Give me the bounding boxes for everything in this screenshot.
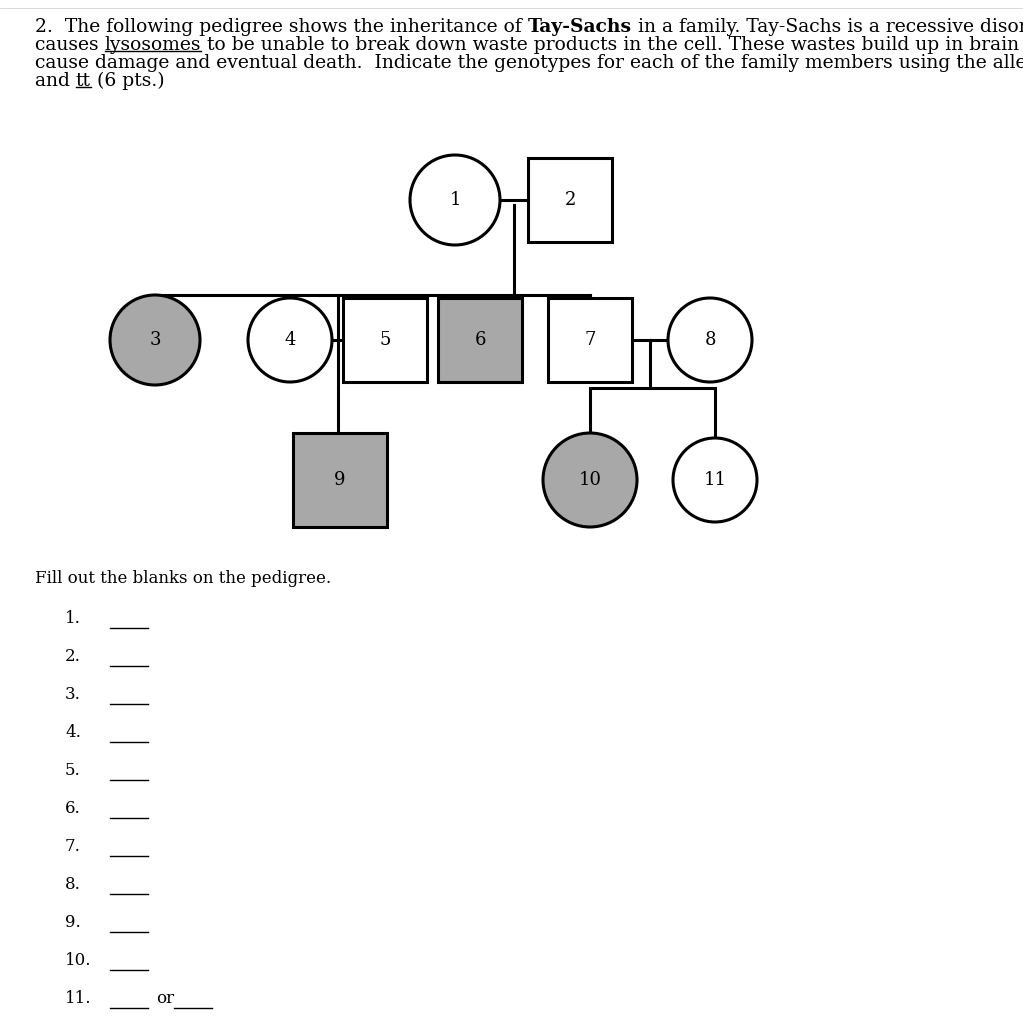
Text: 2: 2: [565, 191, 576, 209]
Text: Tay-Sachs: Tay-Sachs: [528, 18, 632, 36]
Bar: [438, 298, 522, 382]
Text: 4.: 4.: [65, 724, 81, 741]
Text: and: and: [35, 72, 76, 90]
Text: 6.: 6.: [65, 800, 81, 817]
Bar: [293, 433, 387, 527]
Text: 4: 4: [284, 331, 296, 349]
Text: 5: 5: [380, 331, 391, 349]
Circle shape: [410, 155, 500, 245]
Circle shape: [673, 438, 757, 522]
Text: 11: 11: [704, 471, 726, 489]
Text: cause damage and eventual death.  Indicate the genotypes for each of the family : cause damage and eventual death. Indicat…: [35, 54, 1023, 72]
Text: (6 pts.): (6 pts.): [91, 72, 165, 90]
Text: 9: 9: [335, 471, 346, 489]
Text: causes: causes: [35, 36, 104, 54]
Text: 11.: 11.: [65, 990, 91, 1007]
Text: 2.: 2.: [65, 648, 81, 665]
Text: 10.: 10.: [65, 952, 91, 969]
Text: 1.: 1.: [65, 610, 81, 627]
Text: 8.: 8.: [65, 876, 81, 893]
Text: in a family. Tay-Sachs is a recessive disorder that: in a family. Tay-Sachs is a recessive di…: [632, 18, 1023, 36]
Text: 7.: 7.: [65, 838, 81, 855]
Text: 3.: 3.: [65, 686, 81, 703]
Text: 2.  The following pedigree shows the inheritance of: 2. The following pedigree shows the inhe…: [35, 18, 528, 36]
Text: 9.: 9.: [65, 914, 81, 931]
Text: or: or: [155, 990, 174, 1007]
Bar: [528, 158, 612, 242]
Text: 7: 7: [584, 331, 595, 349]
Text: lysosomes: lysosomes: [104, 36, 202, 54]
Circle shape: [668, 298, 752, 382]
Circle shape: [543, 433, 637, 527]
Text: tt: tt: [76, 72, 91, 90]
Text: 10: 10: [578, 471, 602, 489]
Circle shape: [248, 298, 332, 382]
Text: 6: 6: [475, 331, 486, 349]
Text: to be unable to break down waste products in the cell. These wastes build up in : to be unable to break down waste product…: [202, 36, 1023, 54]
Text: 3: 3: [149, 331, 161, 349]
Bar: [548, 298, 632, 382]
Text: Fill out the blanks on the pedigree.: Fill out the blanks on the pedigree.: [35, 570, 331, 587]
Text: 1: 1: [449, 191, 460, 209]
Bar: [343, 298, 427, 382]
Text: 5.: 5.: [65, 762, 81, 779]
Text: 8: 8: [704, 331, 716, 349]
Circle shape: [110, 295, 201, 385]
